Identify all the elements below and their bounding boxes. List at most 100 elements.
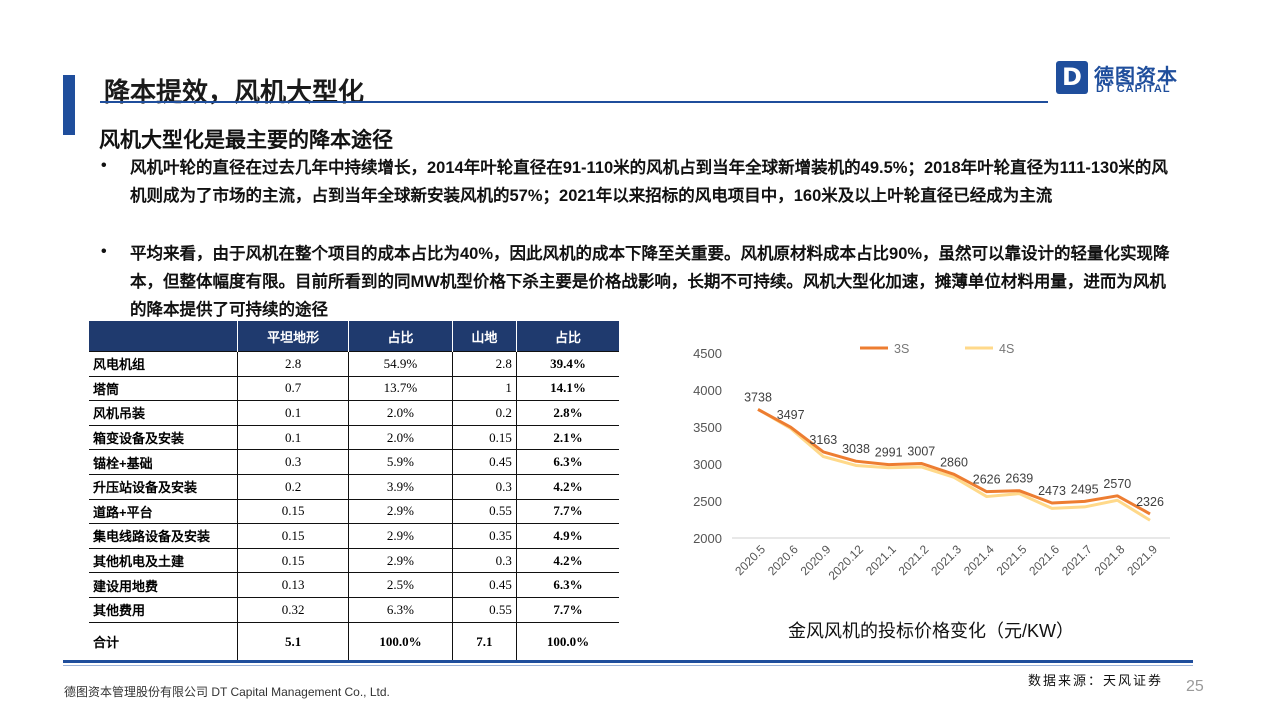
row-name-cell: 升压站设备及安装 <box>89 474 238 500</box>
logo-text-cn: 德图资本 <box>1094 66 1178 88</box>
section-subtitle: 风机大型化是最主要的降本途径 <box>99 129 393 152</box>
logo-icon: D <box>1056 61 1088 94</box>
data-label: 3038 <box>842 442 870 456</box>
flat-value-cell: 0.1 <box>237 400 350 426</box>
flat-share-cell: 2.9% <box>348 523 453 549</box>
flat-value-cell: 5.1 <box>237 622 350 663</box>
flat-value-cell: 0.3 <box>237 449 350 475</box>
flat-value-cell: 2.8 <box>237 351 350 377</box>
x-tick-label: 2020.6 <box>765 542 801 578</box>
x-tick-label: 2020.5 <box>732 542 768 578</box>
row-name-cell: 其他费用 <box>89 597 238 623</box>
page-number: 25 <box>1186 678 1204 695</box>
row-name-cell: 风机吊装 <box>89 400 238 426</box>
flat-value-cell: 0.15 <box>237 548 350 574</box>
flat-value-cell: 0.7 <box>237 376 350 402</box>
title-accent-bar <box>63 75 75 135</box>
row-name-cell: 建设用地费 <box>89 572 238 598</box>
mountain-value-cell: 0.45 <box>452 449 517 475</box>
data-label: 3163 <box>809 433 837 447</box>
table-header-cell: 占比 <box>348 321 453 352</box>
mountain-share-cell: 14.1% <box>516 376 619 402</box>
mountain-share-cell: 2.8% <box>516 400 619 426</box>
mountain-value-cell: 0.55 <box>452 499 517 525</box>
title-underline <box>100 101 1048 103</box>
data-label: 3738 <box>744 390 772 404</box>
x-tick-label: 2021.2 <box>896 542 932 578</box>
mountain-value-cell: 7.1 <box>452 622 517 663</box>
mountain-share-cell: 6.3% <box>516 449 619 475</box>
flat-share-cell: 54.9% <box>348 351 453 377</box>
flat-value-cell: 0.15 <box>237 499 350 525</box>
x-tick-label: 2021.5 <box>994 542 1030 578</box>
mountain-share-cell: 6.3% <box>516 572 619 598</box>
mountain-value-cell: 0.3 <box>452 474 517 500</box>
y-tick-label: 2500 <box>693 494 722 509</box>
row-name-cell: 塔筒 <box>89 376 238 402</box>
table-row: 升压站设备及安装 0.2 3.9% 0.3 4.2% <box>89 474 619 500</box>
table-row: 塔筒 0.7 13.7% 1 14.1% <box>89 376 619 402</box>
flat-share-cell: 2.9% <box>348 548 453 574</box>
mountain-share-cell: 2.1% <box>516 425 619 451</box>
table-row: 风机吊装 0.1 2.0% 0.2 2.8% <box>89 400 619 426</box>
table-header-cell <box>89 321 238 352</box>
chart-caption: 金风风机的投标价格变化（元/KW） <box>788 621 1074 641</box>
data-label: 3007 <box>907 444 935 458</box>
flat-value-cell: 0.1 <box>237 425 350 451</box>
bullet-text-1: 风机叶轮的直径在过去几年中持续增长，2014年叶轮直径在91-110米的风机占到… <box>130 159 1168 205</box>
series-line-3S <box>757 408 1151 516</box>
mountain-value-cell: 0.2 <box>452 400 517 426</box>
table-header-cell: 占比 <box>516 321 619 352</box>
x-tick-label: 2021.6 <box>1026 542 1062 578</box>
mountain-value-cell: 2.8 <box>452 351 517 377</box>
flat-value-cell: 0.2 <box>237 474 350 500</box>
flat-share-cell: 100.0% <box>348 622 453 663</box>
data-label: 2626 <box>973 473 1001 487</box>
table-row: 建设用地费 0.13 2.5% 0.45 6.3% <box>89 572 619 598</box>
flat-share-cell: 6.3% <box>348 597 453 623</box>
data-label: 2860 <box>940 455 968 469</box>
x-tick-label: 2021.8 <box>1092 542 1128 578</box>
flat-share-cell: 13.7% <box>348 376 453 402</box>
row-name-cell: 箱变设备及安装 <box>89 425 238 451</box>
flat-share-cell: 2.0% <box>348 400 453 426</box>
row-name-cell: 合计 <box>89 622 238 663</box>
legend-label: 3S <box>894 342 909 356</box>
mountain-value-cell: 0.35 <box>452 523 517 549</box>
table-total-row: 合计 5.1 100.0% 7.1 100.0% <box>89 622 619 663</box>
data-label: 2473 <box>1038 484 1066 498</box>
bullet-text-2: 平均来看，由于风机在整个项目的成本占比为40%，因此风机的成本下降至关重要。风机… <box>130 245 1170 319</box>
mountain-share-cell: 7.7% <box>516 597 619 623</box>
company-name: 德图资本管理股份有限公司 DT Capital Management Co., … <box>64 685 390 699</box>
table-row: 其他费用 0.32 6.3% 0.55 7.7% <box>89 597 619 623</box>
flat-share-cell: 2.0% <box>348 425 453 451</box>
mountain-value-cell: 0.55 <box>452 597 517 623</box>
y-tick-label: 3500 <box>693 420 722 435</box>
flat-value-cell: 0.15 <box>237 523 350 549</box>
x-tick-label: 2021.4 <box>961 542 997 578</box>
y-tick-label: 4500 <box>693 346 722 361</box>
data-label: 2495 <box>1071 482 1099 496</box>
flat-share-cell: 2.5% <box>348 572 453 598</box>
data-source: 数据来源：天风证券 <box>1028 674 1164 689</box>
data-label: 2639 <box>1005 472 1033 486</box>
table-header-row: 平坦地形 占比 山地 占比 <box>89 321 619 352</box>
table-header-cell: 平坦地形 <box>237 321 350 352</box>
footer-rule-thin <box>63 665 1193 666</box>
y-tick-label: 4000 <box>693 383 722 398</box>
cost-breakdown-table: 平坦地形 占比 山地 占比 风电机组 2.8 54.9% 2.8 39.4% 塔筒 0.7 1… <box>89 321 619 663</box>
row-name-cell: 集电线路设备及安装 <box>89 523 238 549</box>
page-title: 降本提效，风机大型化 <box>104 77 365 107</box>
row-name-cell: 锚栓+基础 <box>89 449 238 475</box>
row-name-cell: 其他机电及土建 <box>89 548 238 574</box>
flat-share-cell: 5.9% <box>348 449 453 475</box>
logo-mark: D <box>1062 63 1082 91</box>
table-header-cell: 山地 <box>452 321 517 352</box>
table-row: 集电线路设备及安装 0.15 2.9% 0.35 4.9% <box>89 523 619 549</box>
y-tick-label: 2000 <box>693 531 722 546</box>
flat-value-cell: 0.13 <box>237 572 350 598</box>
data-label: 3497 <box>777 408 805 422</box>
logo-text-en: DT CAPITAL <box>1096 83 1171 95</box>
data-label: 2570 <box>1103 477 1131 491</box>
mountain-value-cell: 0.15 <box>452 425 517 451</box>
